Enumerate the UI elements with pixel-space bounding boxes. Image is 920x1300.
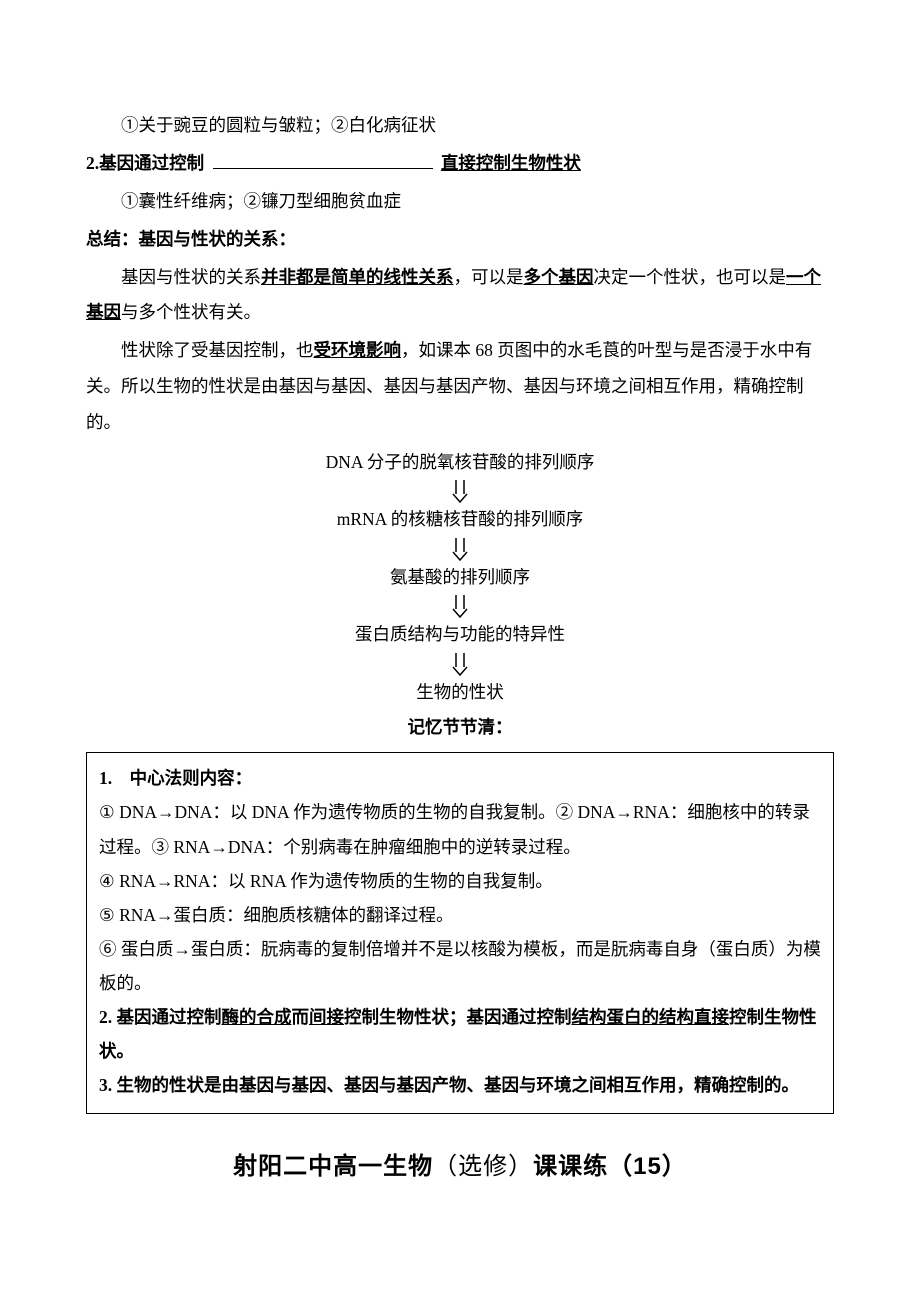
text-span: 与多个性状有关。: [121, 302, 261, 322]
title-paren: （选修）: [433, 1153, 533, 1180]
flow-node-4: 蛋白质结构与功能的特异性: [86, 619, 834, 651]
emphasis-span: 多个基因: [524, 267, 594, 287]
emphasis-span: 受环境影响: [314, 340, 402, 360]
fill-blank[interactable]: [213, 150, 433, 169]
flow-node-5: 生物的性状: [86, 677, 834, 709]
worksheet-title: 射阳二中高一生物（选修）课课练（15）: [86, 1142, 834, 1191]
emphasis-span: 并非都是简单的线性关系: [261, 267, 454, 287]
text-span: 决定一个性状，也可以是: [594, 267, 787, 287]
box-line-4: ⑥ 蛋白质→蛋白质：朊病毒的复制倍增并不是以核酸为模板，而是朊病毒自身（蛋白质）…: [99, 932, 821, 1000]
box-line-1: ① DNA→DNA：以 DNA 作为遗传物质的生物的自我复制。② DNA→RNA…: [99, 795, 821, 863]
text-span: 性状除了受基因控制，也: [121, 340, 314, 360]
summary-heading: 总结：基因与性状的关系：: [86, 222, 834, 258]
down-arrow-icon: [452, 478, 468, 504]
underline-span: 间接: [309, 1007, 344, 1027]
flow-node-2: mRNA 的核糖核苷酸的排列顺序: [86, 504, 834, 536]
example-line-1: ①关于豌豆的圆粒与皱粒；②白化病征状: [86, 108, 834, 144]
flow-arrow: [86, 593, 834, 619]
box-line-3: ⑤ RNA→蛋白质：细胞质核糖体的翻译过程。: [99, 898, 821, 932]
flow-arrow: [86, 478, 834, 504]
text-span: 控制生物性状；基因通过控制: [344, 1007, 572, 1027]
box-heading-2: 2. 基因通过控制酶的合成而间接控制生物性状；基因通过控制结构蛋白的结构直接控制…: [99, 1000, 821, 1068]
memory-box: 1. 中心法则内容： ① DNA→DNA：以 DNA 作为遗传物质的生物的自我复…: [86, 752, 834, 1113]
flow-node-3: 氨基酸的排列顺序: [86, 562, 834, 594]
example-line-2: ①囊性纤维病；②镰刀型细胞贫血症: [86, 184, 834, 220]
point-2-suffix: 直接控制生物性状: [441, 153, 581, 173]
title-main: 射阳二中高一生物: [233, 1153, 433, 1180]
memory-heading: 记忆节节清：: [86, 710, 834, 746]
summary-para-2: 性状除了受基因控制，也受环境影响，如课本 68 页图中的水毛莨的叶型与是否浸于水…: [86, 333, 834, 441]
flow-arrow: [86, 536, 834, 562]
box-heading-1: 1. 中心法则内容：: [99, 761, 821, 795]
flow-arrow: [86, 651, 834, 677]
text-span: 而: [292, 1007, 310, 1027]
summary-para-1: 基因与性状的关系并非都是简单的线性关系，可以是多个基因决定一个性状，也可以是一个…: [86, 260, 834, 332]
box-line-2: ④ RNA→RNA：以 RNA 作为遗传物质的生物的自我复制。: [99, 864, 821, 898]
down-arrow-icon: [452, 651, 468, 677]
text-span: 基因与性状的关系: [121, 267, 261, 287]
underline-span: 酶的合成: [222, 1007, 292, 1027]
down-arrow-icon: [452, 593, 468, 619]
point-2-prefix: 2.基因通过控制: [86, 153, 204, 173]
flow-node-1: DNA 分子的脱氧核苷酸的排列顺序: [86, 447, 834, 479]
down-arrow-icon: [452, 536, 468, 562]
text-span: 2. 基因通过控制: [99, 1007, 222, 1027]
point-2-line: 2.基因通过控制 直接控制生物性状: [86, 146, 834, 182]
flow-diagram: DNA 分子的脱氧核苷酸的排列顺序 mRNA 的核糖核苷酸的排列顺序 氨基酸的排…: [86, 447, 834, 709]
title-suffix: 课课练（15）: [533, 1153, 687, 1180]
text-span: ，可以是: [454, 267, 524, 287]
underline-span: 结构蛋白的结构直接: [572, 1007, 730, 1027]
box-heading-3: 3. 生物的性状是由基因与基因、基因与基因产物、基因与环境之间相互作用，精确控制…: [99, 1068, 821, 1102]
